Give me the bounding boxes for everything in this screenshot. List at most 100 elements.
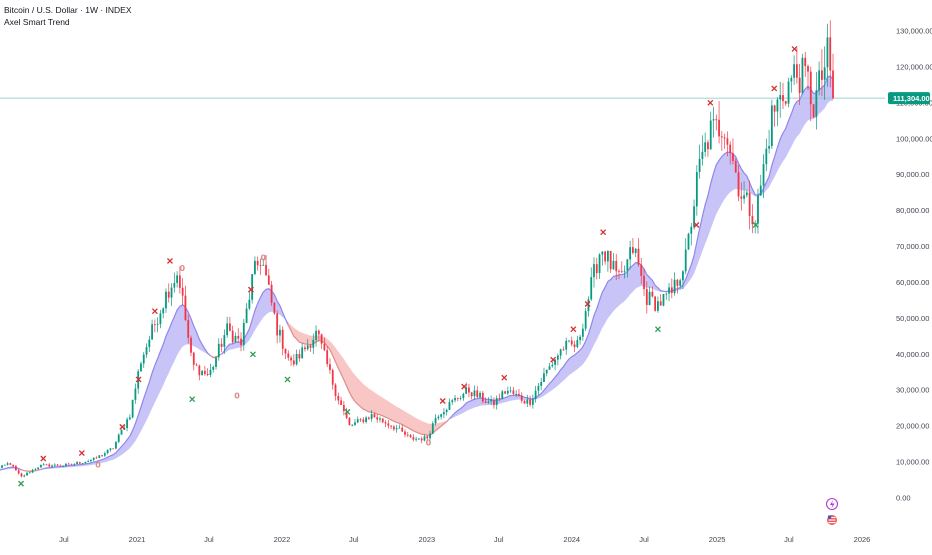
candle [232,326,234,345]
candle [457,398,459,402]
candle [368,416,370,419]
candle [390,425,392,429]
candle [257,256,259,270]
candle [685,238,687,274]
candle [707,140,709,157]
candle [32,469,34,473]
candle [360,418,362,422]
candle [1,465,3,468]
candle [460,396,462,401]
candle [87,459,89,462]
neutral-signal-marker: 0 [179,264,185,273]
candle [771,100,773,149]
x-tick-label: Jul [349,535,359,544]
candle [674,272,676,295]
candle [574,341,576,353]
candle [565,338,567,355]
neutral-signal-marker: 0 [234,392,240,401]
x-tick-label: Jul [494,535,504,544]
candle [137,369,139,394]
symbol-title: Bitcoin / U.S. Dollar · 1W · INDEX [4,4,132,16]
candle [512,387,514,395]
candle [524,400,526,404]
chart-legend: Bitcoin / U.S. Dollar · 1W · INDEX Axel … [4,4,132,28]
candle [40,465,42,468]
candle [802,54,804,95]
candle [104,451,106,457]
candle [768,130,770,154]
candle [752,204,754,233]
candle [321,333,323,348]
candle [135,383,137,403]
candle [96,456,98,458]
x-tick-label: 2024 [563,535,580,544]
candle [354,419,356,426]
sell-signal-marker [41,456,46,461]
candle [721,131,723,151]
candle [7,462,9,466]
candle [362,417,364,423]
candle [246,303,248,323]
candle [282,326,284,355]
candle [21,473,23,478]
candle [26,472,28,476]
sell-signal-marker [601,230,606,235]
candle [115,441,117,449]
candles-group [0,20,834,477]
sell-signal-marker [152,309,157,314]
candle [440,414,442,420]
candle [301,343,303,358]
candle [276,310,278,343]
candle [635,248,637,257]
candle [788,78,790,107]
candle [273,302,275,315]
candle [198,365,200,381]
neutral-signal-marker: 0 [426,438,432,447]
candle [668,283,670,301]
candle [165,288,167,312]
candle [538,383,540,395]
candle [632,238,634,255]
candle [68,463,70,465]
candle [399,425,401,429]
candle [204,366,206,376]
candle [663,294,665,306]
candle [588,296,590,316]
candle [410,434,412,438]
candle [365,416,367,424]
buy-signal-marker [655,327,660,332]
candle [101,455,103,457]
candle [237,328,239,343]
y-tick-label: 70,000.00 [896,242,929,251]
y-tick-label: 20,000.00 [896,422,929,431]
candle [132,400,134,419]
candle [649,286,651,305]
event-icons[interactable] [827,499,838,526]
candle [551,361,553,367]
candle [813,104,815,118]
candle [146,343,148,357]
candle [215,356,217,370]
candle [304,345,306,351]
candle [576,336,578,349]
candle [43,463,45,466]
y-tick-label: 120,000.00 [896,62,932,71]
indicator-name: Axel Smart Trend [4,16,132,28]
x-tick-label: 2022 [274,535,291,544]
candle [337,393,339,405]
candle [507,387,509,395]
candle [607,250,609,272]
candle [79,462,81,464]
candle [48,463,50,467]
candle [196,363,198,366]
sell-signal-marker [708,100,713,105]
candle [560,349,562,360]
buy-signal-marker [250,352,255,357]
bull-band-segment [41,305,211,470]
candle [462,393,464,401]
candle [704,133,706,157]
candle [121,430,123,435]
